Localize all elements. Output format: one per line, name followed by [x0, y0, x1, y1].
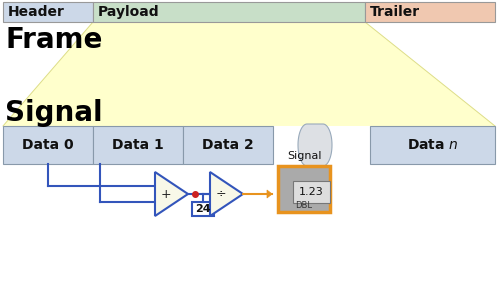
Text: Trailer: Trailer [370, 5, 420, 19]
Polygon shape [298, 124, 332, 166]
Polygon shape [267, 190, 272, 198]
Text: 1.23: 1.23 [299, 187, 324, 197]
Text: ÷: ÷ [216, 188, 226, 201]
Polygon shape [3, 22, 495, 126]
FancyBboxPatch shape [192, 202, 214, 216]
FancyBboxPatch shape [365, 2, 495, 22]
Text: Header: Header [8, 5, 65, 19]
Text: Data 1: Data 1 [112, 138, 164, 152]
FancyBboxPatch shape [93, 2, 365, 22]
Text: +: + [160, 188, 172, 201]
FancyBboxPatch shape [278, 166, 330, 212]
Text: Signal: Signal [5, 99, 102, 127]
FancyBboxPatch shape [370, 126, 495, 164]
FancyBboxPatch shape [293, 181, 330, 203]
Text: Signal: Signal [287, 151, 321, 161]
FancyBboxPatch shape [93, 126, 183, 164]
Text: DBL: DBL [296, 201, 312, 211]
Text: Data 2: Data 2 [202, 138, 254, 152]
FancyBboxPatch shape [183, 126, 273, 164]
Polygon shape [210, 172, 243, 216]
Text: Data 0: Data 0 [22, 138, 74, 152]
FancyBboxPatch shape [3, 2, 93, 22]
Polygon shape [155, 172, 188, 216]
Text: Frame: Frame [5, 26, 102, 54]
Text: Payload: Payload [98, 5, 160, 19]
FancyBboxPatch shape [3, 126, 93, 164]
Text: 24: 24 [195, 204, 211, 214]
Text: Data $n$: Data $n$ [406, 138, 459, 152]
